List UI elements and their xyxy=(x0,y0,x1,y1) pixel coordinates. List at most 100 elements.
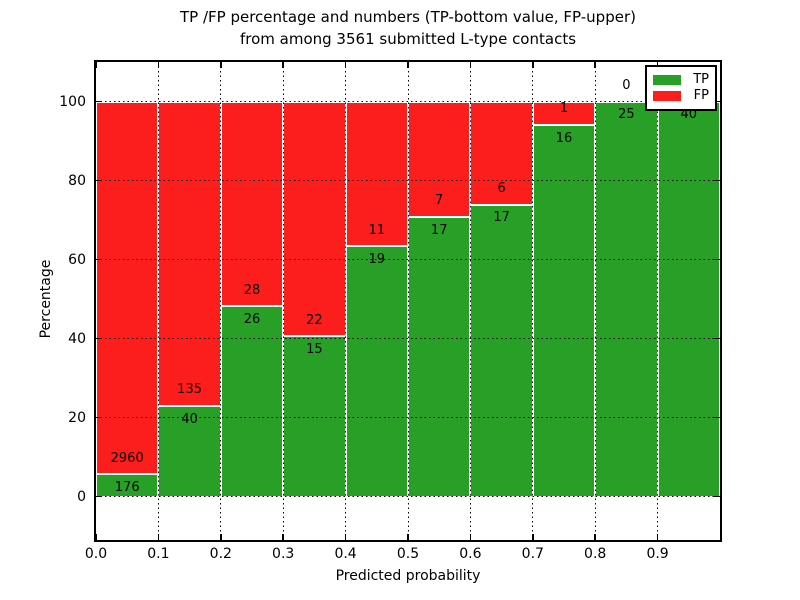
tp-legend-swatch xyxy=(653,74,681,85)
x-gridline xyxy=(594,62,596,540)
legend: TP FP xyxy=(645,65,717,111)
tp-bar-segment xyxy=(595,101,658,497)
tp-bar-segment xyxy=(96,474,159,497)
x-tick-mark xyxy=(157,534,160,540)
tp-count-label: 19 xyxy=(368,252,386,268)
x-gridline xyxy=(407,62,409,540)
x-gridline xyxy=(282,62,284,540)
fp-count-label: 1 xyxy=(559,100,569,116)
fp-count-label: 6 xyxy=(497,180,506,196)
y-tick-mark xyxy=(96,495,102,498)
y-tick-mark xyxy=(96,337,102,340)
tp-count-label: 17 xyxy=(430,222,448,238)
fp-count-label: 0 xyxy=(622,77,631,93)
tp-bar-segment xyxy=(470,204,533,497)
chart-title-line2: from among 3561 submitted L-type contact… xyxy=(239,30,577,48)
x-tick-mark xyxy=(344,62,347,68)
x-tick-label: 0.2 xyxy=(209,546,232,562)
x-tick-mark xyxy=(532,62,534,68)
tp-count-label: 25 xyxy=(618,107,635,123)
x-tick-mark xyxy=(469,62,472,68)
tp-bar-segment xyxy=(220,306,284,497)
x-tick-mark xyxy=(95,62,97,68)
x-tick-mark xyxy=(282,62,284,68)
tp-count-label: 40 xyxy=(680,107,698,123)
x-gridline xyxy=(657,62,659,540)
y-tick-label: 20 xyxy=(68,409,86,426)
y-tick-label: 80 xyxy=(68,172,86,189)
x-tick-label: 0.0 xyxy=(84,546,108,562)
tp-count-label: 16 xyxy=(555,130,573,146)
y-gridline xyxy=(96,259,720,261)
x-tick-label: 0.7 xyxy=(521,546,544,562)
y-tick-mark xyxy=(714,179,720,182)
legend-label-fp: FP xyxy=(693,88,709,103)
fp-count-label: 7 xyxy=(435,192,444,208)
fp-count-label: 135 xyxy=(177,382,202,398)
x-tick-mark xyxy=(282,534,284,540)
tp-bar-segment xyxy=(345,246,408,497)
x-tick-mark xyxy=(220,62,222,68)
y-gridline xyxy=(96,101,720,102)
y-gridline xyxy=(96,496,720,498)
tp-bar-segment xyxy=(158,406,221,497)
x-tick-label: 0.4 xyxy=(334,546,357,562)
x-gridline xyxy=(345,62,347,540)
x-tick-mark xyxy=(532,534,534,540)
fp-count-label: 11 xyxy=(368,222,386,238)
x-tick-label: 0.1 xyxy=(147,546,170,562)
legend-entry-fp: FP xyxy=(653,88,709,103)
tp-bar-segment xyxy=(532,124,596,497)
fp-count-label: 22 xyxy=(306,312,323,328)
y-tick-mark xyxy=(96,416,102,419)
fp-count-label: 28 xyxy=(243,282,261,298)
fp-bar-segment xyxy=(345,101,408,247)
fp-bar-segment xyxy=(532,101,596,125)
fp-bar-segment xyxy=(283,101,346,337)
x-tick-mark xyxy=(594,62,596,68)
fp-bar-segment xyxy=(96,101,159,475)
x-gridline xyxy=(469,62,471,540)
x-tick-mark xyxy=(220,534,222,540)
plot-area: 296017613540282622151119717617116025040 xyxy=(95,62,720,540)
tp-count-label: 15 xyxy=(306,342,323,358)
tp-bar-segment xyxy=(408,216,471,497)
x-gridline xyxy=(220,62,222,540)
tp-count-label: 17 xyxy=(493,210,510,226)
x-tick-label: 0.9 xyxy=(646,546,669,562)
x-tick-mark xyxy=(157,62,160,68)
y-tick-mark xyxy=(96,179,102,182)
x-gridline xyxy=(532,62,534,540)
x-tick-label: 0.5 xyxy=(396,546,420,562)
x-tick-mark xyxy=(407,62,409,68)
tp-count-label: 40 xyxy=(181,412,198,428)
tp-bar-segment xyxy=(283,336,346,497)
y-tick-label: 40 xyxy=(68,330,86,347)
y-tick-label: 60 xyxy=(68,251,86,268)
y-tick-mark xyxy=(96,100,102,103)
legend-entry-tp: TP xyxy=(653,72,709,87)
tp-bar-segment xyxy=(657,101,720,497)
x-tick-mark xyxy=(95,534,97,540)
fp-bar-segment xyxy=(408,101,471,217)
x-tick-mark xyxy=(407,534,409,540)
y-tick-mark xyxy=(714,258,720,261)
legend-label-tp: TP xyxy=(693,72,709,87)
y-gridline xyxy=(96,338,720,340)
x-tick-mark xyxy=(469,534,472,540)
y-tick-mark xyxy=(714,495,720,498)
tp-count-label: 176 xyxy=(114,480,140,496)
x-tick-label: 0.3 xyxy=(272,546,295,562)
y-tick-label: 100 xyxy=(59,93,86,110)
y-tick-label: 0 xyxy=(77,488,86,505)
fp-bar-segment xyxy=(220,101,284,307)
x-tick-mark xyxy=(344,534,347,540)
y-axis-label: Percentage xyxy=(38,259,54,339)
x-tick-label: 0.6 xyxy=(459,546,482,562)
y-gridline xyxy=(96,417,720,419)
fp-bar-segment xyxy=(158,101,221,407)
x-tick-mark xyxy=(594,534,596,540)
y-tick-mark xyxy=(714,100,720,103)
x-gridline xyxy=(157,62,159,540)
